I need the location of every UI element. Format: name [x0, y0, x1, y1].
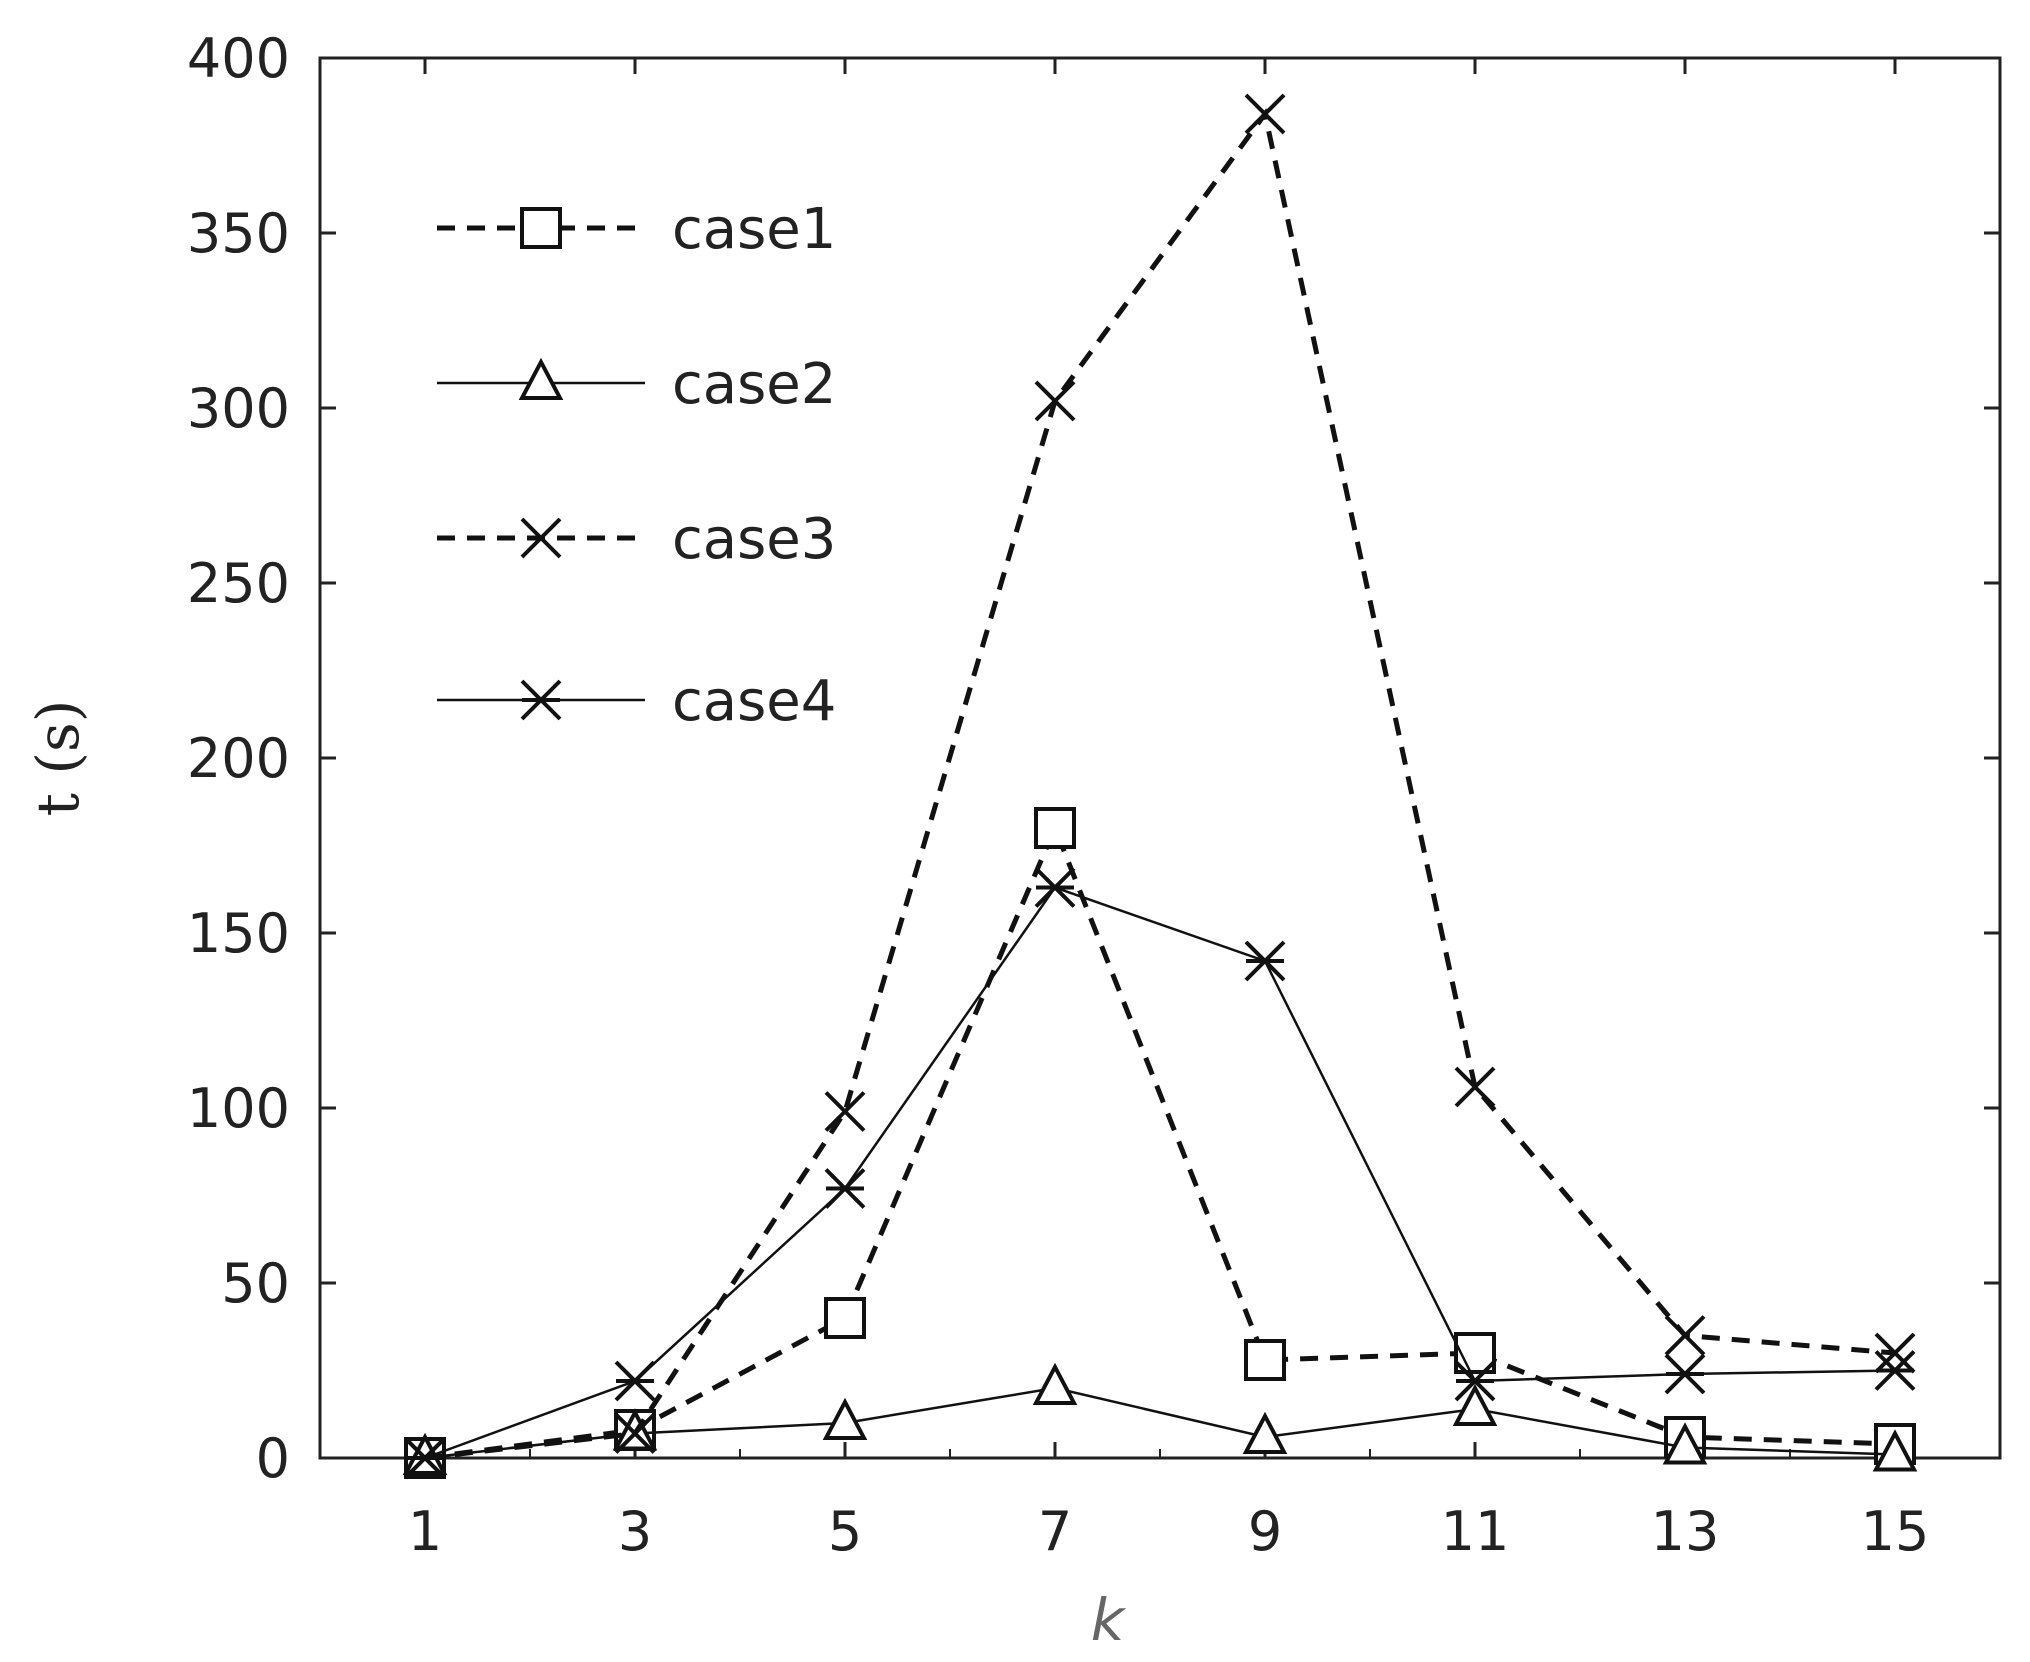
y-tick-label: 50: [221, 1252, 290, 1315]
data-point-case3: [1454, 1066, 1496, 1108]
legend-label-case3: case3: [672, 507, 836, 572]
data-point-case4: [404, 1437, 446, 1479]
y-tick-label: 200: [187, 727, 290, 790]
plot-frame: [318, 56, 2002, 1460]
y-tick-label: 150: [187, 902, 290, 965]
data-point-case2: [1872, 1429, 1918, 1472]
series-layer: [402, 93, 1918, 1479]
series-line-case1: [424, 821, 1896, 1461]
legend: case1 case2 case3 case4: [437, 197, 836, 734]
data-point-case3: [1664, 1315, 1706, 1356]
axis-ticks: [320, 56, 2000, 1460]
x-tick-label: 13: [1651, 1500, 1720, 1563]
data-point-case4: [1244, 940, 1286, 982]
y-tick-label: 100: [187, 1077, 290, 1140]
legend-marker-case2: [518, 357, 564, 400]
data-point-case4: [1034, 867, 1076, 908]
data-point-case4: [1664, 1353, 1706, 1395]
y-tick-label: 250: [187, 552, 290, 615]
data-point-case2: [822, 1397, 868, 1440]
data-point-case3: [824, 1091, 866, 1132]
y-tick-label: 400: [187, 27, 290, 90]
legend-label-case4: case4: [672, 669, 836, 734]
data-point-case2: [1242, 1411, 1288, 1454]
series-line-case3: [424, 108, 1896, 1461]
x-axis-label: k: [1091, 1586, 1127, 1654]
y-tick-label: 0: [256, 1427, 290, 1490]
data-point-case3: [1034, 380, 1076, 422]
data-point-case3: [1244, 93, 1286, 135]
x-tick-label: 1: [408, 1500, 442, 1563]
series-case3: [404, 93, 1916, 1479]
x-tick-label: 5: [828, 1500, 862, 1563]
data-point-case1: [1034, 807, 1076, 849]
data-point-case3: [1874, 1332, 1916, 1374]
data-point-case1: [824, 1297, 866, 1339]
data-point-case1: [1244, 1339, 1286, 1381]
x-tick-label: 15: [1861, 1500, 1930, 1563]
data-point-case4: [824, 1168, 866, 1209]
x-tick-label: 11: [1441, 1500, 1510, 1563]
x-tick-label: 9: [1248, 1500, 1282, 1563]
data-point-case4: [1874, 1350, 1916, 1391]
y-tick-label: 300: [187, 377, 290, 440]
data-point-case3: [614, 1413, 656, 1454]
series-line-case4: [424, 886, 1896, 1460]
legend-marker-case4: [520, 679, 562, 721]
x-tick-label: 3: [618, 1500, 652, 1563]
data-point-case2: [1452, 1383, 1498, 1426]
legend-marker-case1: [520, 207, 562, 249]
series-case4: [404, 867, 1916, 1479]
legend-marker-case3: [520, 517, 562, 559]
x-tick-label: 7: [1038, 1500, 1072, 1563]
legend-label-case1: case1: [672, 197, 836, 262]
series-case2: [402, 1362, 1918, 1475]
legend-label-case2: case2: [672, 352, 836, 417]
y-tick-label: 350: [187, 202, 290, 265]
data-point-case2: [1032, 1362, 1078, 1405]
data-point-case4: [614, 1360, 656, 1402]
y-axis-label: t (s): [24, 700, 92, 817]
data-point-case4: [1454, 1360, 1496, 1402]
data-point-case2: [1662, 1422, 1708, 1465]
series-line-case2: [424, 1386, 1896, 1460]
